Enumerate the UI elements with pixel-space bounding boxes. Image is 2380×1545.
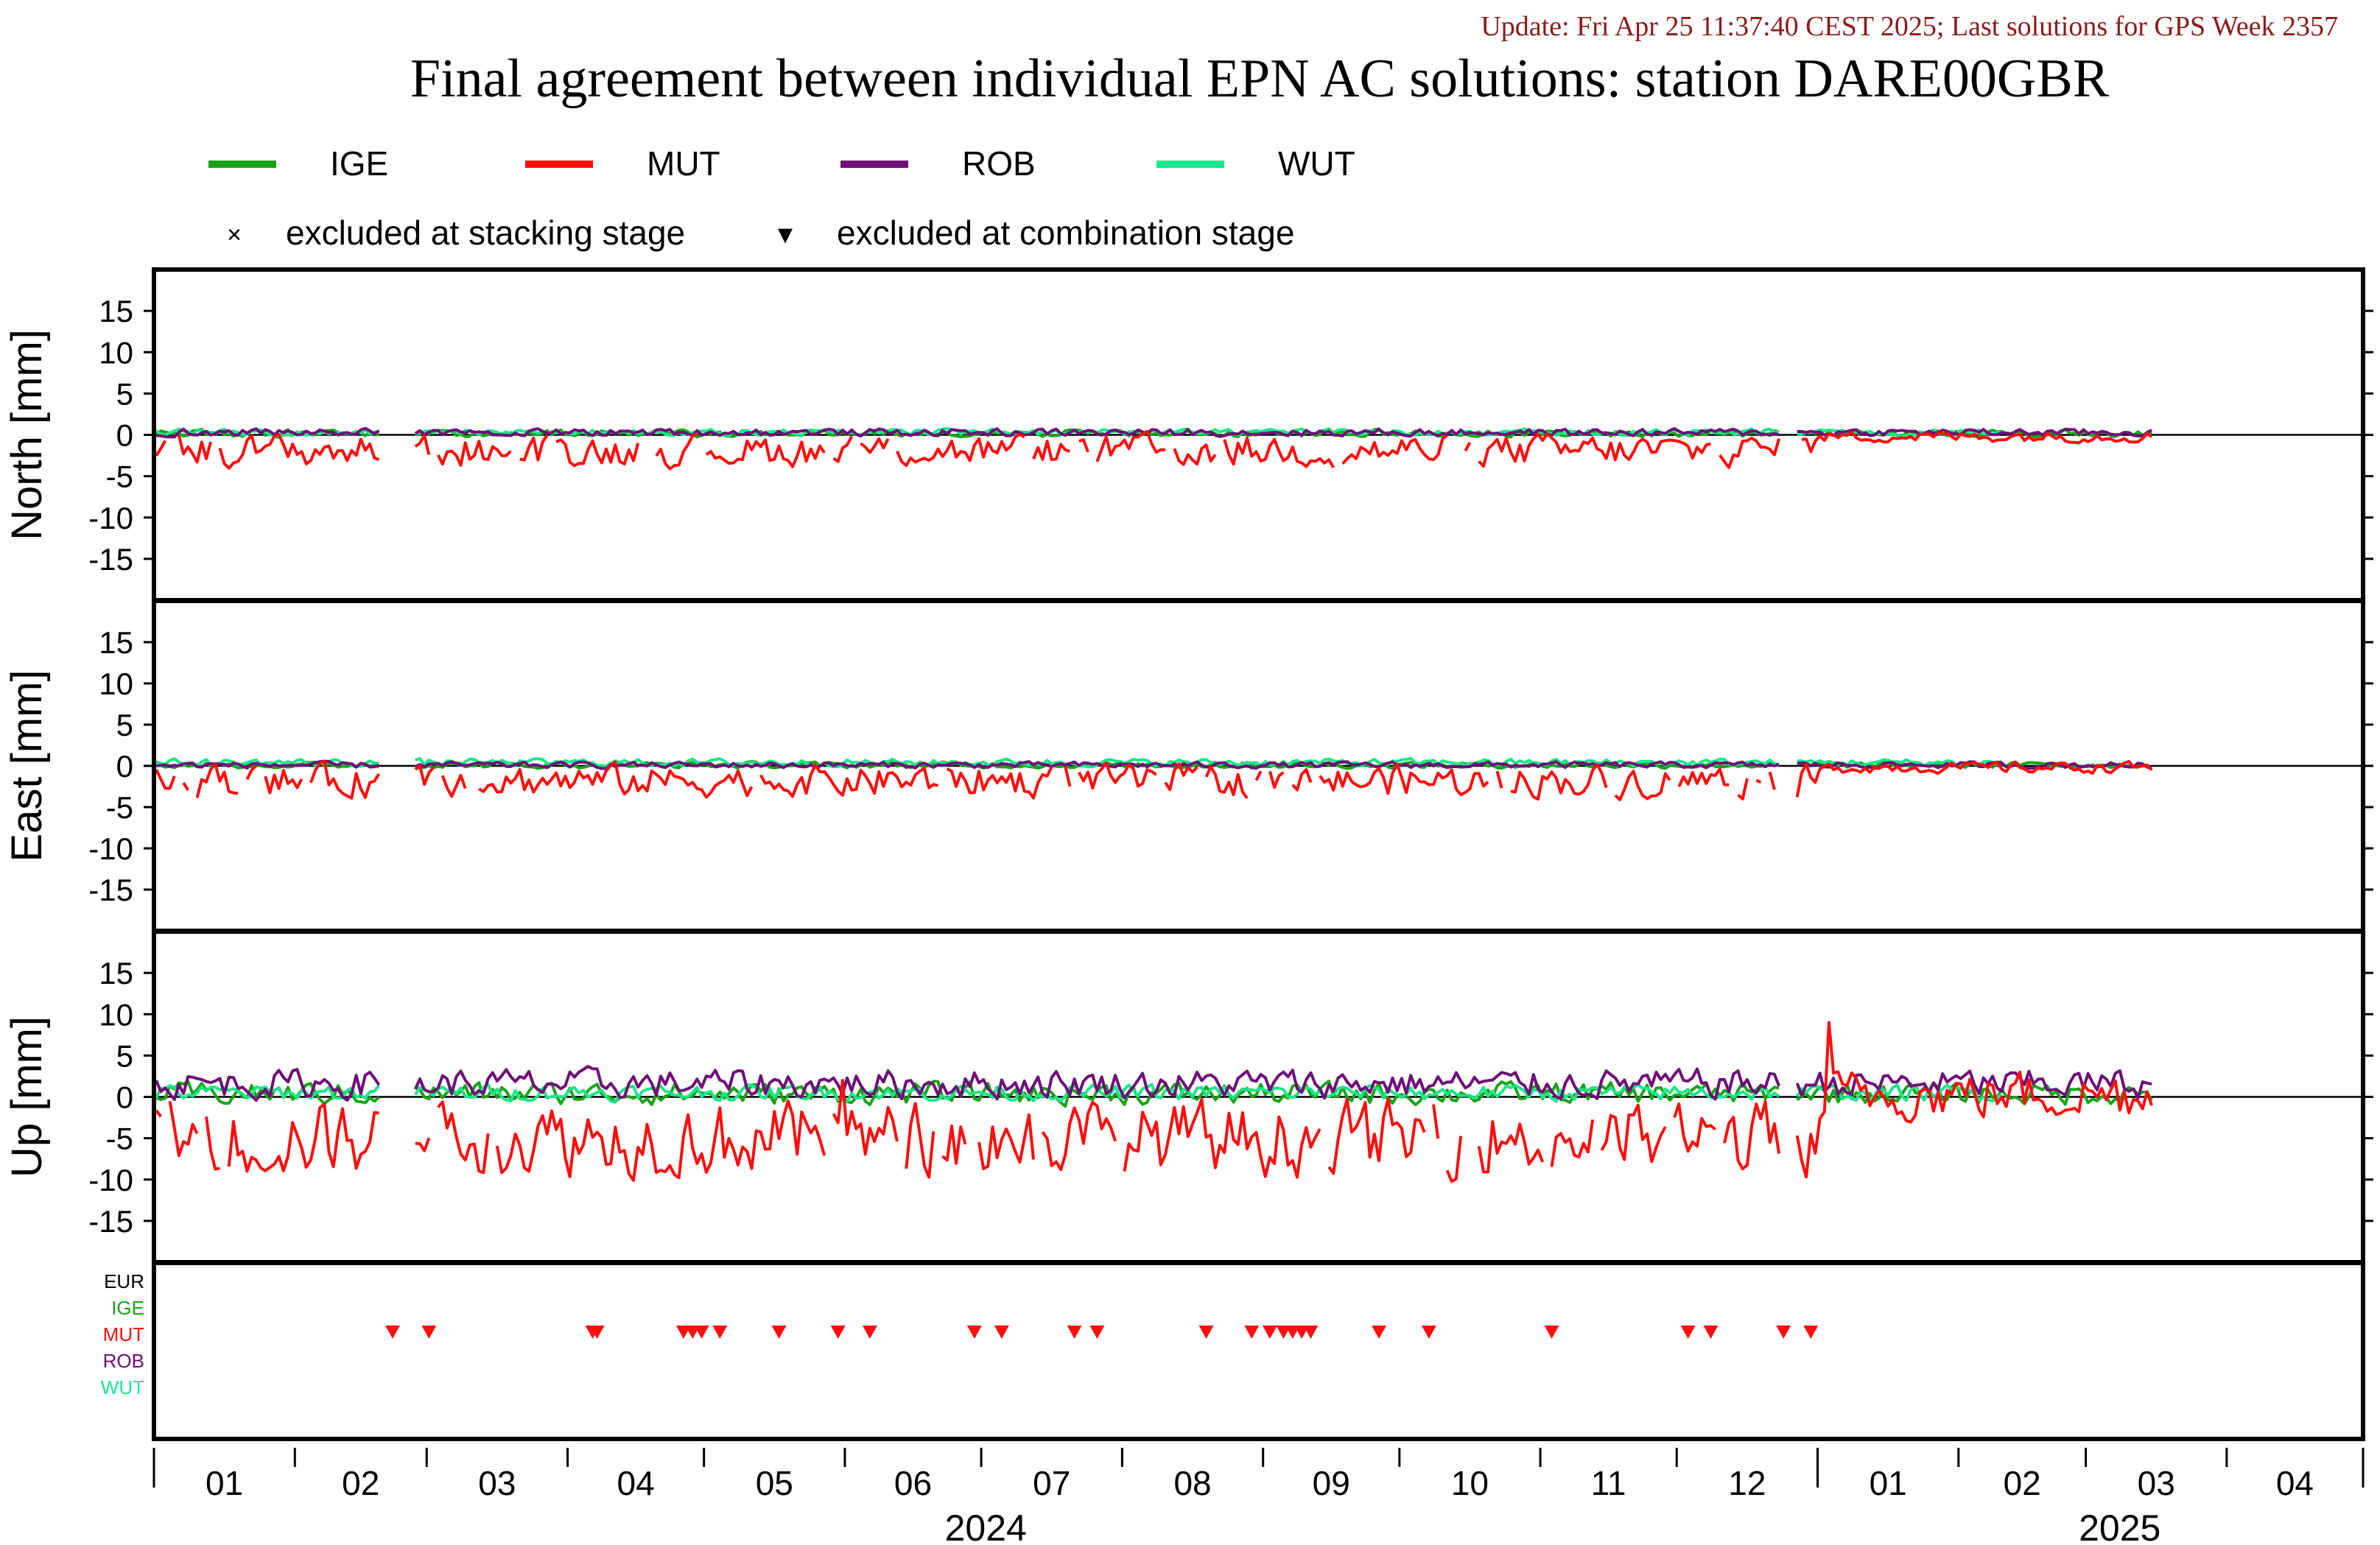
legend-label-mut: MUT [647, 144, 720, 183]
excluded-marker [1303, 1326, 1319, 1339]
y-tick-label: 15 [99, 625, 133, 660]
excluded-marker [1067, 1326, 1082, 1339]
y-tick-label: 15 [99, 956, 133, 990]
legend-marker-label: excluded at combination stage [837, 214, 1294, 252]
x-month-label: 02 [342, 1464, 379, 1502]
excluded-marker [1198, 1326, 1214, 1339]
y-tick-label: 5 [116, 376, 133, 411]
series-line-rob [155, 426, 2153, 439]
excluded-marker [421, 1326, 437, 1339]
exclusion-row-label: IGE [111, 1297, 144, 1319]
excluded-marker [385, 1326, 400, 1339]
excluded-marker [771, 1326, 787, 1339]
x-month-label: 03 [2138, 1464, 2175, 1502]
series-group [155, 756, 2153, 801]
x-month-label: 09 [1313, 1464, 1350, 1502]
excluded-marker [712, 1326, 728, 1339]
x-year-label: 2025 [2079, 1507, 2160, 1545]
y-tick-label: -15 [88, 1204, 133, 1239]
y-axis-label: East [mm] [3, 669, 51, 862]
excluded-marker [1703, 1326, 1719, 1339]
exclusion-row-label: EUR [104, 1270, 144, 1292]
exclusion-row-label: ROB [103, 1350, 144, 1372]
series-group [155, 1021, 2153, 1183]
series-line-mut [155, 429, 2153, 471]
x-month-label: 01 [206, 1464, 243, 1502]
x-month-label: 07 [1033, 1464, 1070, 1502]
excluded-marker [589, 1326, 605, 1339]
update-line: Update: Fri Apr 25 11:37:40 CEST 2025; L… [1481, 11, 2338, 42]
y-tick-label: 10 [99, 997, 133, 1032]
exclusion-row-label: MUT [103, 1323, 144, 1345]
excluded-marker [1262, 1326, 1277, 1339]
excluded-marker [966, 1326, 982, 1339]
y-tick-label: -5 [106, 790, 133, 825]
plot-panels: 15 10 5 0 -5 -10 -15 North [mm] 15 10 5 0 -5 -10 -15 Ea… [3, 267, 2373, 1441]
exclusion-panel: EUR IGE MUT ROB WUT [101, 1261, 2365, 1441]
x-month-label: 06 [894, 1464, 932, 1502]
y-tick-label: -5 [106, 460, 133, 494]
y-tick-label: 10 [99, 335, 133, 370]
excluded-marker [1421, 1326, 1436, 1339]
cross-marker-icon: × [227, 221, 242, 249]
exclusion-frame [152, 1261, 2365, 1441]
excluded-marker [1089, 1326, 1105, 1339]
y-tick-label: -5 [106, 1122, 133, 1156]
x-month-label: 10 [1451, 1464, 1489, 1502]
y-tick-label: -15 [88, 873, 133, 907]
excluded-marker [1680, 1326, 1696, 1339]
y-tick-label: -15 [88, 542, 133, 577]
y-tick-label: 0 [116, 749, 133, 784]
panel-north: 15 10 5 0 -5 -10 -15 North [mm] [3, 267, 2373, 602]
exclusion-row-label: WUT [101, 1376, 144, 1398]
excluded-marker [1544, 1326, 1559, 1339]
chart-title: Final agreement between individual EPN A… [410, 49, 2110, 109]
y-tick-label: 0 [116, 1080, 133, 1115]
x-month-label: 05 [756, 1464, 793, 1502]
x-month-label: 12 [1728, 1464, 1766, 1502]
y-tick-label: 15 [99, 294, 133, 328]
y-tick-label: -10 [88, 501, 133, 535]
panel-east: 15 10 5 0 -5 -10 -15 East [mm] [3, 599, 2373, 933]
x-month-label: 08 [1173, 1464, 1211, 1502]
excluded-marker [994, 1326, 1009, 1339]
y-tick-label: -10 [88, 1163, 133, 1197]
excluded-marker [1803, 1326, 1819, 1339]
excluded-marker [1244, 1326, 1260, 1339]
y-tick-label: 0 [116, 418, 133, 453]
legend-label-rob: ROB [962, 144, 1036, 183]
y-axis-label: North [mm] [3, 329, 51, 541]
excluded-marker [1776, 1326, 1791, 1339]
legend-label-wut: WUT [1278, 144, 1355, 183]
excluded-marker [1372, 1326, 1387, 1339]
series-line-rob [155, 1065, 2152, 1102]
y-tick-label: 10 [99, 666, 133, 701]
x-month-label: 02 [2004, 1464, 2041, 1502]
x-month-label: 04 [2276, 1464, 2314, 1502]
y-tick-label: 5 [116, 1038, 133, 1073]
x-month-label: 01 [1870, 1464, 1907, 1502]
excluded-marker [694, 1326, 709, 1339]
panel-up: 15 10 5 0 -5 -10 -15 Up [mm] [3, 929, 2373, 1264]
triangle-marker-icon: ▼ [773, 221, 798, 249]
legend: IGE MUT ROB WUT × excluded at stacking stage ▼… [208, 144, 1355, 252]
time-axis: 01 02 03 04 05 06 07 08 09 10 11 12 01 02 03 04 2024 2025 [152, 1448, 2365, 1545]
legend-label-ige: IGE [330, 144, 388, 183]
x-month-label: 11 [1591, 1464, 1626, 1502]
series-group [155, 426, 2153, 471]
series-line-mut [155, 1021, 2153, 1183]
y-tick-label: -10 [88, 831, 133, 866]
legend-marker-label: excluded at stacking stage [286, 214, 685, 252]
x-month-label: 03 [478, 1464, 516, 1502]
y-tick-label: 5 [116, 708, 133, 742]
x-month-label: 04 [617, 1464, 655, 1502]
x-year-label: 2024 [945, 1507, 1027, 1545]
excluded-marker [862, 1326, 877, 1339]
y-axis-label: Up [mm] [3, 1016, 51, 1178]
excluded-marker [830, 1326, 846, 1339]
series-line-mut [155, 759, 2153, 801]
